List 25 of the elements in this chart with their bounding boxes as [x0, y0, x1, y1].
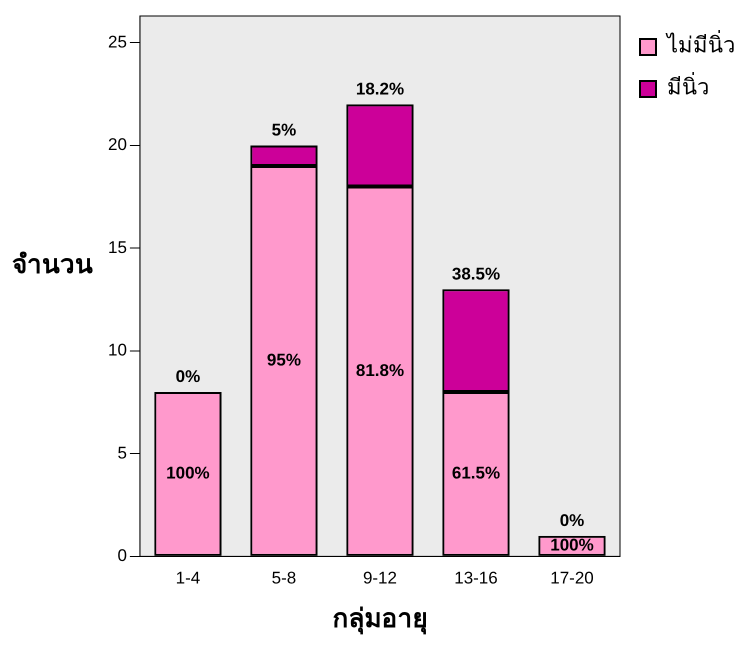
annotation: 100%	[166, 464, 210, 483]
annotation: 0%	[176, 367, 200, 386]
x-tick-label: 17-20	[550, 568, 594, 588]
x-tick-label: 5-8	[272, 568, 296, 588]
y-tick-label: 10	[108, 340, 127, 360]
annotation: 0%	[560, 511, 584, 530]
y-tick-label: 0	[117, 546, 127, 566]
y-tick-label: 25	[108, 32, 127, 52]
annotation: 5%	[272, 120, 296, 140]
y-tick-label: 15	[108, 238, 127, 257]
y-tick-label: 20	[108, 135, 127, 154]
annotation: 61.5%	[452, 464, 500, 483]
annotation: 38.5%	[452, 264, 500, 284]
y-tick-label: 5	[117, 443, 127, 462]
y-axis-title: จำนวน	[12, 250, 93, 280]
legend-label: มีนิ่ว	[667, 72, 709, 101]
annotation: 100%	[550, 536, 594, 555]
annotation: 95%	[266, 350, 301, 370]
annotation: 18.2%	[356, 80, 404, 99]
x-tick-label: 13-16	[454, 568, 498, 588]
x-axis-title: กลุ่มอายุ	[332, 604, 428, 636]
annotation: 81.8%	[356, 360, 404, 380]
legend-label: ไม่มีนิ่ว	[665, 30, 735, 59]
x-tick-label: 9-12	[362, 568, 397, 588]
x-tick-label: 1-4	[176, 568, 200, 588]
